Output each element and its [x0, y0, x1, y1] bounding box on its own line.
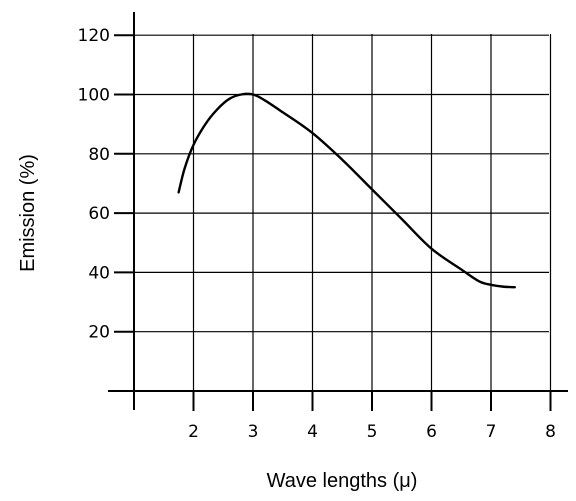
y-axis-title: Emission (%): [17, 154, 39, 272]
y-tick-label-100: 100: [78, 86, 110, 106]
axes: [108, 12, 568, 410]
x-tick-label-3: 3: [248, 422, 259, 442]
y-tick-label-60: 60: [88, 204, 110, 224]
y-tick-label-120: 120: [78, 26, 110, 46]
x-tick-label-6: 6: [426, 422, 437, 442]
grid: [134, 34, 552, 391]
emission-curve: [177, 92, 516, 289]
x-tick-label-5: 5: [367, 422, 378, 442]
x-axis-title: Wave lengths (μ): [267, 470, 418, 492]
tick-labels: 2 3 4 5 6 7 8 20 40 60 80 100 120: [78, 26, 556, 442]
x-tick-label-4: 4: [307, 422, 318, 442]
x-tick-label-2: 2: [188, 422, 199, 442]
x-tick-label-8: 8: [545, 422, 556, 442]
y-tick-label-80: 80: [88, 145, 110, 165]
ticks: [114, 34, 552, 411]
x-tick-label-7: 7: [486, 422, 497, 442]
y-tick-label-20: 20: [88, 323, 110, 343]
y-tick-label-40: 40: [88, 263, 110, 283]
